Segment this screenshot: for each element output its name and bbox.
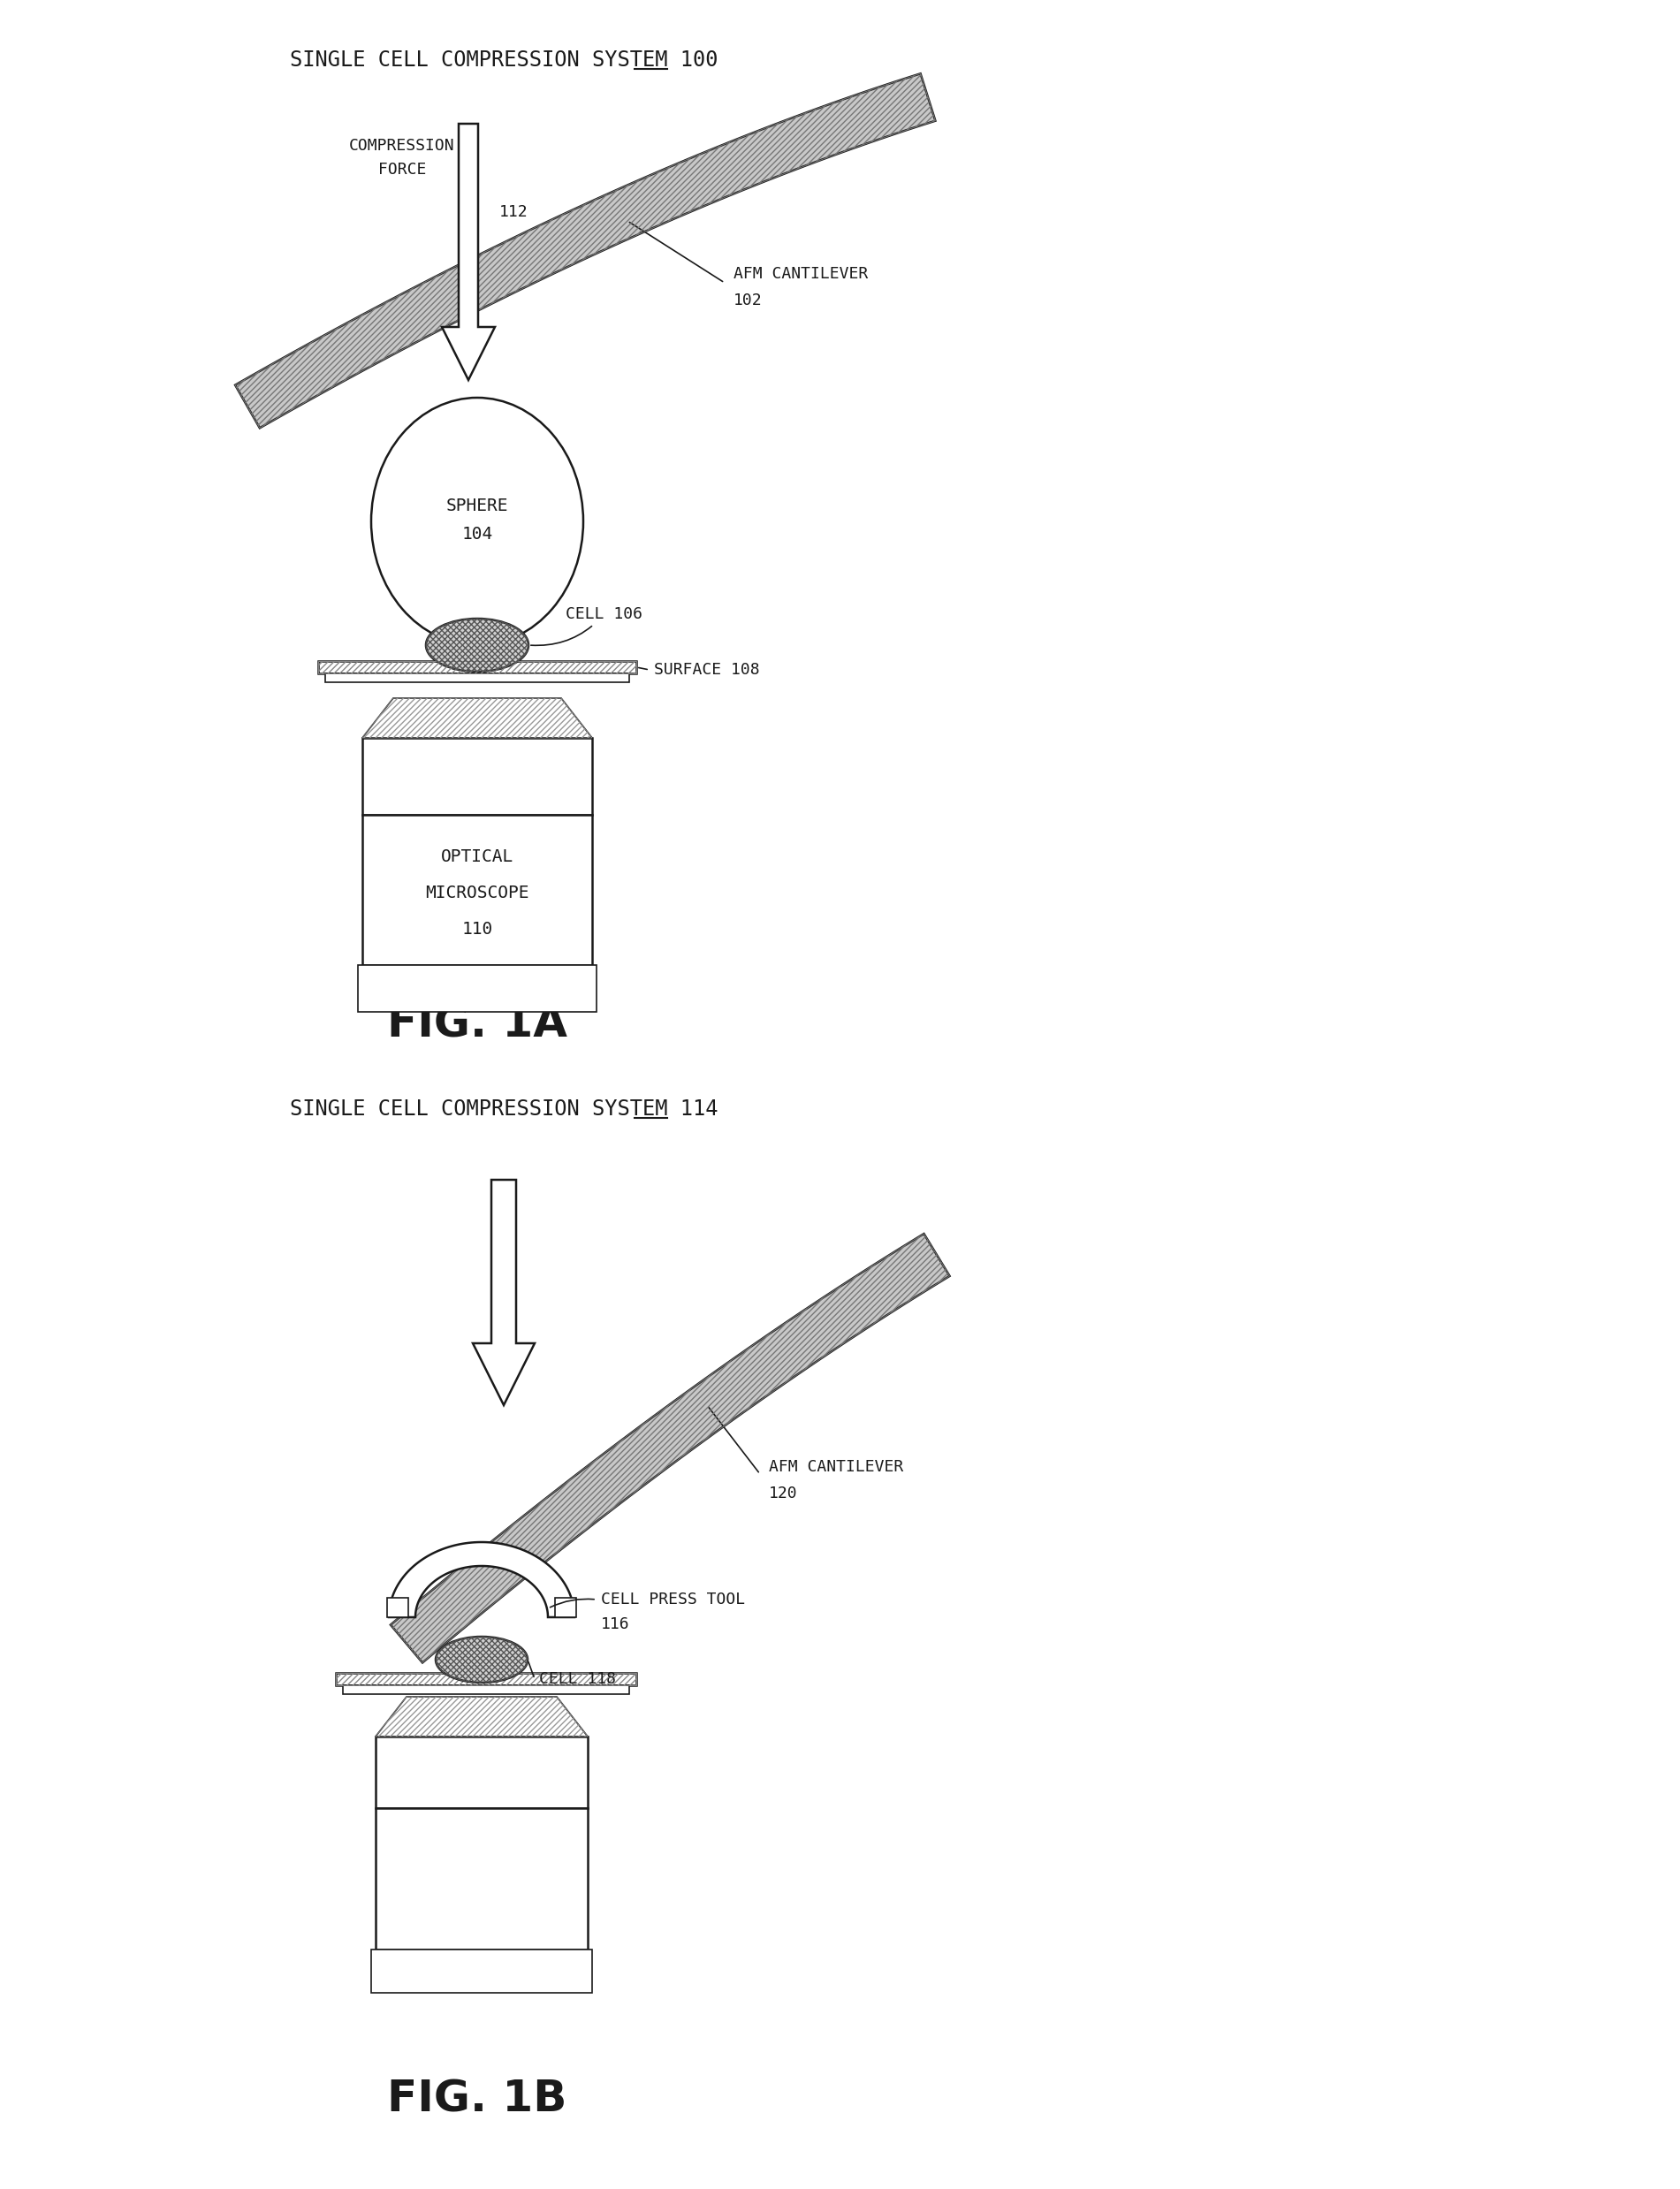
Text: FORCE: FORCE [378,162,427,177]
Polygon shape [376,1696,588,1736]
Bar [386,1598,408,1618]
Bar [336,1672,637,1686]
Bar [376,1808,588,1948]
Bar [358,965,596,1011]
Text: CELL 118: CELL 118 [539,1670,617,1688]
Polygon shape [390,1235,949,1664]
Text: SURFACE 108: SURFACE 108 [654,661,759,679]
Bar [363,814,591,965]
Bar [326,674,630,683]
Text: 120: 120 [769,1486,798,1502]
Text: CELL PRESS TOOL: CELL PRESS TOOL [601,1591,746,1607]
Text: AFM CANTILEVER: AFM CANTILEVER [734,267,869,282]
Polygon shape [235,74,936,429]
Ellipse shape [371,398,583,646]
Polygon shape [388,1541,575,1618]
Bar [343,1686,630,1694]
Polygon shape [363,698,591,738]
Text: OPTICAL: OPTICAL [440,849,514,865]
Polygon shape [472,1180,534,1405]
Text: FIG. 1A: FIG. 1A [386,1005,568,1046]
Bar [318,661,637,674]
Text: SINGLE CELL COMPRESSION SYSTEM 100: SINGLE CELL COMPRESSION SYSTEM 100 [289,50,717,70]
Bar [318,661,637,674]
Text: 110: 110 [462,922,492,937]
Ellipse shape [427,619,529,672]
Bar [376,1736,588,1808]
Bar [371,1948,591,1992]
Polygon shape [442,125,496,381]
Bar [336,1672,637,1686]
Text: 102: 102 [734,293,763,309]
Text: SPHERE: SPHERE [447,497,509,514]
Text: 116: 116 [601,1615,630,1633]
Bar [554,1598,576,1618]
Text: COMPRESSION: COMPRESSION [349,138,455,153]
Ellipse shape [435,1637,528,1683]
Text: CELL 106: CELL 106 [531,606,642,646]
Text: FIG. 1B: FIG. 1B [388,2077,568,2121]
Text: SINGLE CELL COMPRESSION SYSTEM 114: SINGLE CELL COMPRESSION SYSTEM 114 [289,1099,717,1121]
Text: 104: 104 [462,525,492,543]
Text: MICROSCOPE: MICROSCOPE [425,884,529,902]
Text: 112: 112 [499,204,528,221]
Bar [363,738,591,814]
Text: AFM CANTILEVER: AFM CANTILEVER [769,1460,904,1475]
